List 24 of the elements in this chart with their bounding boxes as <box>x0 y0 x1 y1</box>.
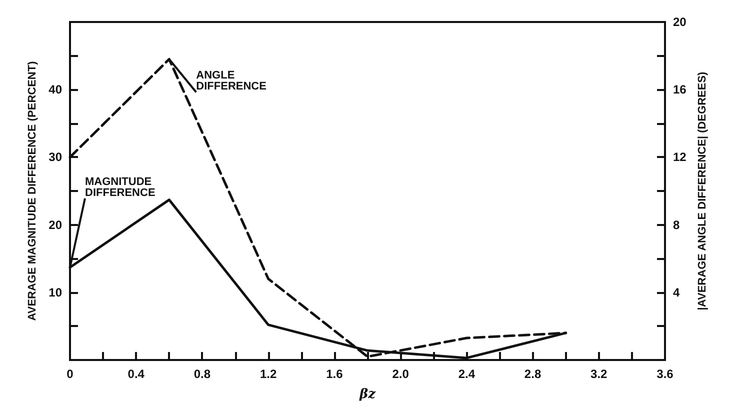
series-label: ANGLE DIFFERENCE <box>196 70 266 93</box>
x-tick-label: 2.4 <box>458 367 476 381</box>
y2-tick-label: 4 <box>673 285 680 300</box>
y2-tick-label: 8 <box>673 218 680 232</box>
series-label: MAGNITUDE DIFFERENCE <box>85 176 156 199</box>
x-tick-label: 0 <box>66 367 74 381</box>
y-tick-label: 40 <box>48 82 62 97</box>
y2-axis-title: |AVERAGE ANGLE DIFFERENCE| (DEGREES) <box>696 71 709 310</box>
y2-tick-label: 12 <box>673 150 687 164</box>
y-tick-label: 20 <box>48 218 62 232</box>
y2-tick-label: 20 <box>673 15 687 29</box>
y-tick-label: 10 <box>48 285 62 300</box>
y-tick-label: 30 <box>48 150 62 164</box>
x-tick-label: 0.4 <box>128 367 145 381</box>
x-tick-label: 2.0 <box>392 367 410 381</box>
y2-tick-label: 16 <box>673 82 687 97</box>
y-axis-title: AVERAGE MAGNITUDE DIFFERENCE (PERCENT) <box>26 60 38 321</box>
x-tick-label: 3.2 <box>590 367 608 381</box>
x-axis-title: βz <box>358 387 376 402</box>
x-tick-label: 1.2 <box>260 367 277 381</box>
x-tick-label: 2.8 <box>524 367 542 381</box>
x-tick-label: 0.8 <box>194 367 211 381</box>
x-tick-label: 3.6 <box>656 367 674 381</box>
x-tick-label: 1.6 <box>326 367 344 381</box>
